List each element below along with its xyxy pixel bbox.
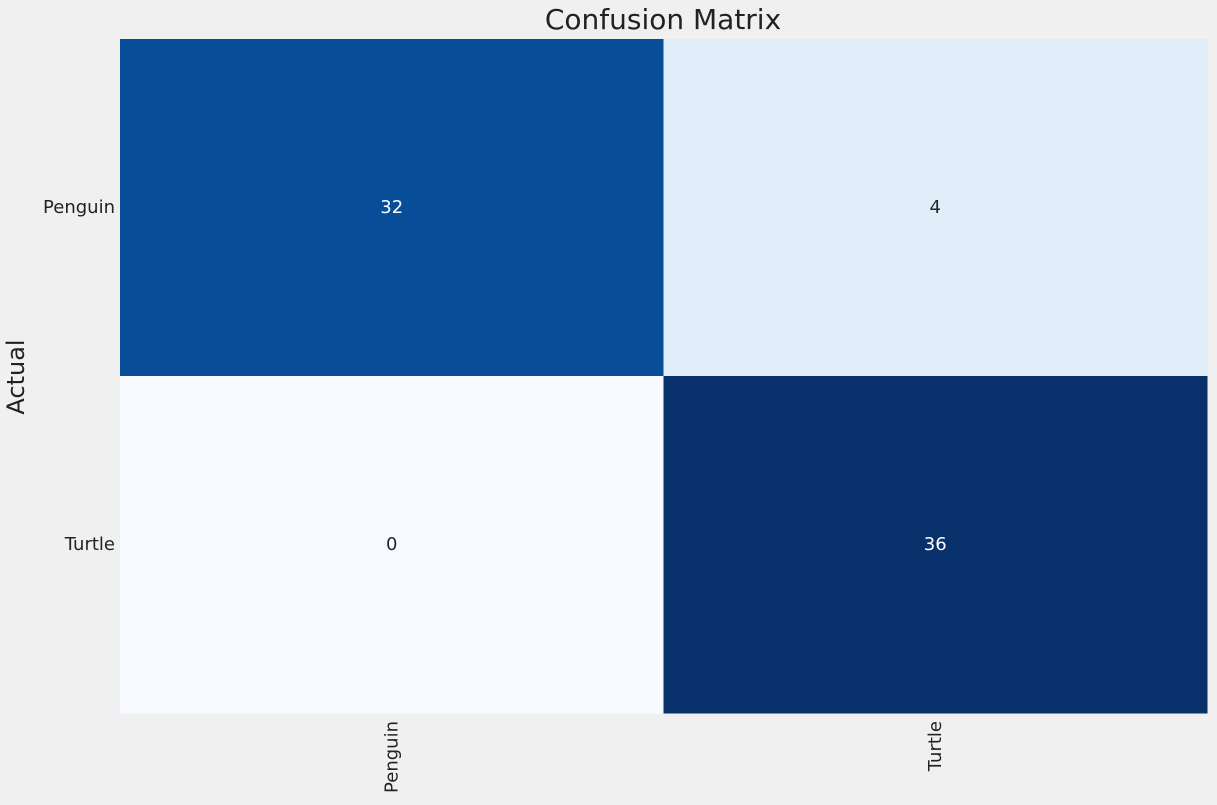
heatmap-cell-penguin-penguin <box>120 39 664 377</box>
y-axis-label: Actual <box>2 339 30 414</box>
row-tick-labels: Penguin Turtle <box>43 197 115 555</box>
heatmap-cells <box>120 39 1208 714</box>
heatmap-cell-turtle-turtle <box>663 376 1208 714</box>
column-tick-label-turtle: Turtle <box>925 721 946 772</box>
row-tick-label-turtle: Turtle <box>64 534 115 555</box>
cell-value-label: 0 <box>386 534 397 555</box>
heatmap-cell-turtle-penguin <box>120 376 664 714</box>
cell-value-label: 4 <box>930 197 941 218</box>
cell-annotations: 32 4 0 36 <box>380 197 946 555</box>
cell-value-label: 36 <box>924 534 947 555</box>
heatmap-cell-penguin-turtle <box>663 39 1208 377</box>
cell-value-label: 32 <box>380 197 403 218</box>
column-tick-label-penguin: Penguin <box>381 721 402 793</box>
chart-title: Confusion Matrix <box>545 3 781 36</box>
column-tick-labels: Penguin Turtle <box>381 721 946 793</box>
row-tick-label-penguin: Penguin <box>43 197 115 218</box>
